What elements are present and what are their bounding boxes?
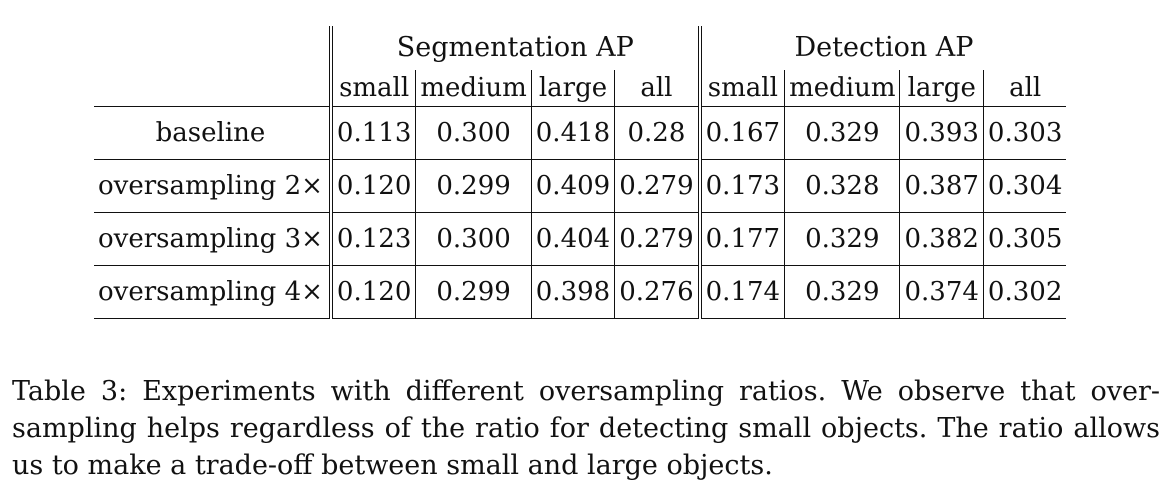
- table-cell: 0.299: [415, 265, 532, 319]
- table-row: baseline 0.113 0.300 0.418 0.28 0.167 0.329 0.3…: [94, 106, 1067, 160]
- table-cell: 0.123: [328, 212, 416, 266]
- table-cell: 0.328: [784, 159, 900, 213]
- table-cell: 0.302: [982, 265, 1067, 319]
- corner-cell: [94, 26, 331, 70]
- results-table: Segmentation AP Detection AP small mediu…: [94, 26, 1067, 319]
- table-caption: Table 3: Experiments with different over…: [12, 376, 1160, 481]
- col-det-medium: medium: [784, 70, 900, 107]
- table-cell: 0.279: [614, 212, 700, 266]
- table-cell: 0.404: [530, 212, 615, 266]
- table-cell: 0.329: [784, 265, 900, 319]
- table-cell: 0.120: [328, 159, 416, 213]
- col-det-large: large: [899, 70, 984, 107]
- table-row: oversampling 4× 0.120 0.299 0.398 0.276 0.174…: [94, 265, 1067, 319]
- row-label: oversampling 4×: [94, 265, 331, 319]
- table-cell: 0.28: [614, 106, 700, 160]
- segmentation-ap-header: Segmentation AP: [328, 26, 700, 70]
- detection-ap-header: Detection AP: [697, 26, 1067, 70]
- table-row: oversampling 3× 0.123 0.300 0.404 0.279 0.177…: [94, 212, 1067, 266]
- table-cell: 0.120: [328, 265, 416, 319]
- table-cell: 0.174: [697, 265, 785, 319]
- table-cell: 0.300: [415, 106, 532, 160]
- table-cell: 0.382: [899, 212, 984, 266]
- table-cell: 0.374: [899, 265, 984, 319]
- table-cell: 0.329: [784, 106, 900, 160]
- table-cell: 0.305: [982, 212, 1067, 266]
- col-det-small: small: [697, 70, 785, 107]
- table-cell: 0.300: [415, 212, 532, 266]
- table-cell: 0.113: [328, 106, 416, 160]
- table-cell: 0.279: [614, 159, 700, 213]
- col-seg-medium: medium: [415, 70, 532, 107]
- group-header-row: Segmentation AP Detection AP: [94, 26, 1067, 70]
- corner-cell: [94, 70, 331, 107]
- table-cell: 0.303: [982, 106, 1067, 160]
- table-cell: 0.418: [530, 106, 615, 160]
- table-cell: 0.387: [899, 159, 984, 213]
- row-label: oversampling 2×: [94, 159, 331, 213]
- table-cell: 0.304: [982, 159, 1067, 213]
- row-label: baseline: [94, 106, 331, 160]
- col-seg-large: large: [530, 70, 615, 107]
- results-table-container: Segmentation AP Detection AP small mediu…: [94, 26, 1067, 319]
- table-cell: 0.409: [530, 159, 615, 213]
- table-cell: 0.329: [784, 212, 900, 266]
- table-cell: 0.167: [697, 106, 785, 160]
- table-body: baseline 0.113 0.300 0.418 0.28 0.167 0.329 0.3…: [94, 106, 1067, 319]
- table-cell: 0.173: [697, 159, 785, 213]
- table-row: oversampling 2× 0.120 0.299 0.409 0.279 0.173…: [94, 159, 1067, 213]
- table-cell: 0.299: [415, 159, 532, 213]
- table-cell: 0.398: [530, 265, 615, 319]
- col-seg-all: all: [614, 70, 700, 107]
- column-header-row: small medium large all small medium larg…: [94, 70, 1067, 107]
- col-seg-small: small: [328, 70, 416, 107]
- table-cell: 0.393: [899, 106, 984, 160]
- row-label: oversampling 3×: [94, 212, 331, 266]
- table-cell: 0.177: [697, 212, 785, 266]
- col-det-all: all: [982, 70, 1067, 107]
- table-cell: 0.276: [614, 265, 700, 319]
